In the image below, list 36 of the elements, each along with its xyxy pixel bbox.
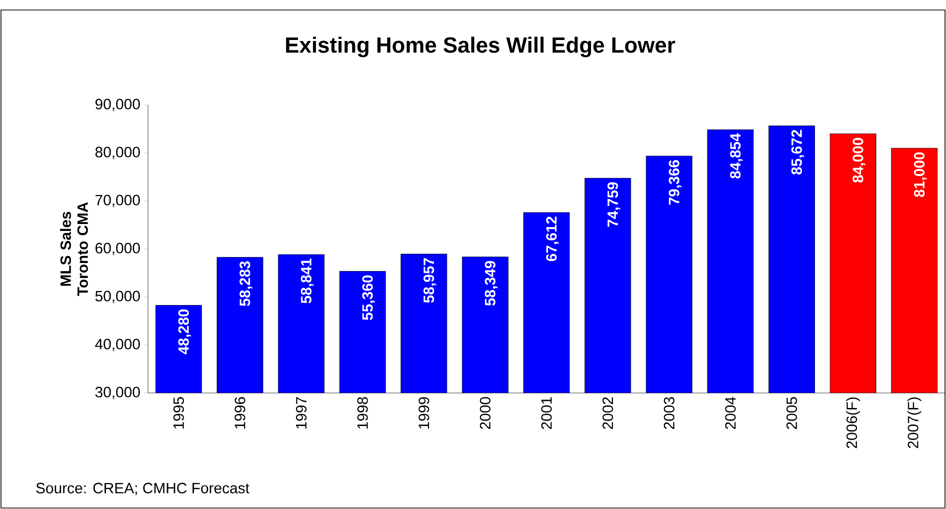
- data-label: 48,280: [178, 309, 192, 354]
- y-tick-label: 70,000: [96, 194, 140, 208]
- x-tick-label: 2004: [725, 396, 736, 429]
- x-tick-label: 1999: [418, 397, 430, 429]
- x-tick-label: 2006(F): [846, 397, 860, 448]
- data-label: 67,612: [546, 216, 559, 262]
- data-label: 55,360: [362, 275, 375, 320]
- x-tick-label: 2005: [786, 397, 798, 429]
- x-tick-label: 2001: [541, 397, 552, 429]
- data-label: 58,841: [300, 258, 314, 304]
- x-tick-label: 2000: [480, 397, 490, 429]
- x-tick-label: 2003: [664, 397, 674, 429]
- data-label: 58,283: [240, 261, 252, 306]
- x-tick-label: 1997: [296, 397, 307, 429]
- data-label: 85,672: [791, 130, 804, 175]
- data-label: 74,759: [607, 182, 620, 227]
- y-tick-label: 50,000: [95, 290, 140, 304]
- y-tick-label: 90,000: [95, 98, 140, 112]
- y-axis-title: MLS Sales Toronto CMA: [60, 202, 88, 296]
- data-label: 58,957: [424, 258, 436, 303]
- data-label: 84,000: [852, 138, 866, 183]
- data-label: 79,366: [668, 160, 682, 205]
- source-note: Source: CREA; CMHC Forecast: [36, 482, 250, 496]
- x-tick-label: 2007(F): [907, 397, 922, 448]
- x-tick-label: 1998: [357, 397, 368, 429]
- x-tick-label: 1995: [173, 397, 184, 429]
- x-tick-label: 2002: [602, 397, 614, 429]
- y-tick-label: 40,000: [95, 338, 140, 352]
- data-label: 81,000: [914, 152, 927, 197]
- y-tick-label: 80,000: [95, 146, 140, 160]
- x-tick-label: 1996: [234, 397, 246, 429]
- y-tick-label: 60,000: [96, 242, 140, 256]
- data-label: 58,349: [484, 261, 498, 306]
- chart-title: Existing Home Sales Will Edge Lower: [286, 36, 676, 58]
- data-label: 84,854: [730, 133, 743, 178]
- y-tick-label: 30,000: [95, 386, 140, 400]
